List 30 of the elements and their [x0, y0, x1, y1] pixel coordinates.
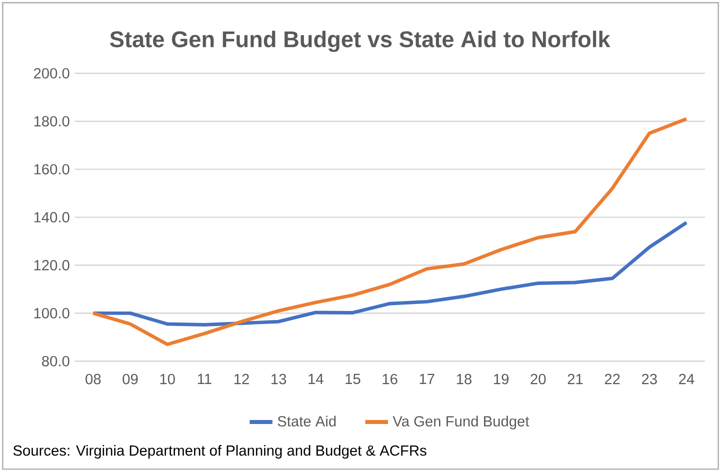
legend-label: State Aid [278, 416, 336, 427]
y-tick-label: 180.0 [34, 116, 70, 127]
x-tick-label: 20 [530, 374, 546, 384]
y-tick-label: 120.0 [34, 260, 70, 271]
x-tick-label: 13 [272, 374, 286, 384]
x-tick-label: 10 [160, 374, 175, 384]
x-tick-label: 09 [122, 374, 138, 384]
chart-title: State Gen Fund Budget vs State Aid to Norfolk [110, 30, 610, 52]
legend-label: Va Gen Fund Budget [392, 416, 530, 430]
x-tick-label: 19 [494, 374, 509, 384]
x-tick-label: 08 [86, 374, 101, 384]
y-tick-label: 200.0 [34, 68, 70, 79]
source-note: Sources: Virginia Department of Planning and Budget & ACFRs [13, 445, 426, 459]
x-tick-label: 17 [420, 374, 434, 384]
x-tick-label: 18 [456, 374, 472, 384]
x-tick-label: 23 [642, 374, 657, 384]
y-tick-label: 100.0 [34, 308, 70, 318]
y-tick-label: 140.0 [34, 212, 70, 223]
x-tick-label: 15 [346, 374, 360, 384]
line-series [91, 220, 688, 327]
x-tick-label: 14 [308, 374, 324, 384]
x-tick-label: 12 [234, 374, 249, 384]
y-tick-label: 160.0 [34, 164, 70, 175]
y-tick-label: 80.0 [42, 356, 70, 366]
x-tick-label: 22 [604, 374, 620, 384]
x-tick-label: 16 [382, 374, 398, 384]
x-tick-label: 21 [568, 374, 583, 384]
x-tick-label: 11 [198, 374, 212, 384]
line-series [91, 117, 688, 346]
x-tick-label: 24 [679, 374, 694, 384]
